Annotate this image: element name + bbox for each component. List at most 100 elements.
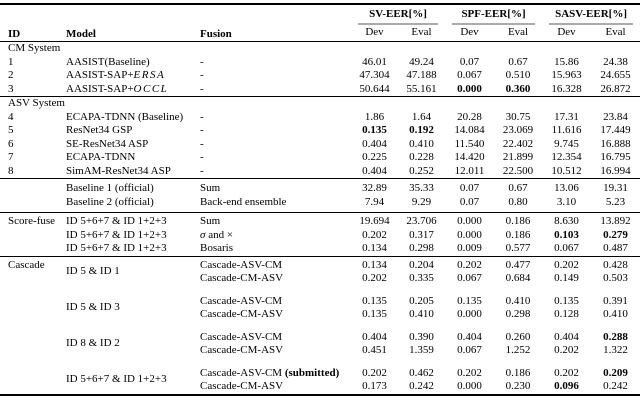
table-row: 6 SE-ResNet34 ASP - 0.404 0.410 11.540 2… <box>0 138 640 152</box>
spf-dev-cell: 0.000 <box>457 228 482 241</box>
table-row: Cascade-CM-ASV 0.173 0.242 0.000 0.230 0… <box>0 380 640 395</box>
section-score-fuse: Score-fuse ID 5+6+7 & ID 1+2+3 Sum 19.69… <box>0 212 640 257</box>
sv-eval-cell: 0.252 <box>409 164 434 177</box>
sv-eval-cell: 0.204 <box>409 258 434 271</box>
spf-dev-cell: 0.404 <box>457 330 482 343</box>
spf-dev-cell: 0.135 <box>457 294 482 307</box>
model-cell: Baseline 1 (official) <box>66 182 154 194</box>
section-asv-system: ASV System 4 ECAPA-TDNN (Baseline) - 1.8… <box>0 96 640 179</box>
table-row: 4 ECAPA-TDNN (Baseline) - 1.86 1.64 20.2… <box>0 111 640 125</box>
model-text: AASIST-SAP+ <box>66 82 134 95</box>
id-cell: 3 <box>8 82 14 95</box>
sasv-dev-cell: 0.128 <box>554 308 579 320</box>
col-subheader-sv-dev: Dev <box>365 26 384 39</box>
table-row: 2 AASIST-SAP+ERSA - 47.304 47.188 0.067 … <box>0 69 640 83</box>
col-header-model: Model <box>66 27 96 40</box>
sv-eval-cell: 1.359 <box>409 344 434 356</box>
row-spacer <box>0 286 640 295</box>
sasv-eval-cell: 0.503 <box>603 272 628 284</box>
sasv-eval-cell: 17.449 <box>600 124 631 136</box>
sv-eval-cell: 55.161 <box>406 82 437 95</box>
sv-dev-cell: 0.451 <box>362 344 387 356</box>
spf-eval-cell: 0.298 <box>505 308 531 320</box>
sv-dev-cell: 0.135 <box>362 294 387 307</box>
model-cell: ID 5+6+7 & ID 1+2+3 <box>66 228 167 241</box>
model-cell: AASIST(Baseline) <box>66 55 150 68</box>
fusion-cell: Cascade-CM-ASV <box>200 380 284 392</box>
sv-eval-cell: 49.24 <box>409 55 434 68</box>
sv-dev-cell: 0.202 <box>362 228 387 241</box>
id-cell <box>0 367 58 395</box>
table-row: ID 5+6+7 & ID 1+2+3 σ and × 0.202 0.317 … <box>0 229 640 243</box>
sasv-eval-cell: 0.391 <box>603 294 628 307</box>
section-baselines: Baseline 1 (official) Sum 32.89 35.33 0.… <box>0 178 640 213</box>
spf-dev-cell: 0.000 <box>457 215 482 227</box>
sasv-eval-cell: 13.892 <box>600 215 631 227</box>
spf-eval-cell: 0.186 <box>505 228 531 241</box>
sasv-dev-cell: 0.135 <box>554 294 579 307</box>
sasv-dev-cell: 15.963 <box>551 69 582 81</box>
spf-eval-cell: 0.410 <box>505 294 531 307</box>
sasv-dev-cell: 0.202 <box>554 344 579 356</box>
spf-eval-cell: 0.260 <box>505 330 531 343</box>
sv-eval-cell: 0.390 <box>409 330 434 343</box>
spf-eval-cell: 0.477 <box>505 258 531 271</box>
table-row: Cascade-CM-ASV 0.202 0.335 0.067 0.684 0… <box>0 272 640 286</box>
fusion-cell: - <box>200 110 204 123</box>
col-header-fusion: Fusion <box>200 27 232 40</box>
sv-eval-cell: 0.228 <box>409 151 434 163</box>
sv-dev-cell: 50.644 <box>359 82 390 95</box>
table-row: ID 5+6+7 & ID 1+2+3 Cascade-ASV-CM (subm… <box>0 366 640 386</box>
col-subheader-sasv-dev: Dev <box>557 26 576 39</box>
section-label-row: CM System <box>0 42 640 56</box>
sv-eval-cell: 0.298 <box>409 242 434 254</box>
sv-dev-cell: 7.94 <box>364 195 385 208</box>
fusion-cell: Cascade-CM-ASV <box>200 272 284 284</box>
sasv-eval-cell: 19.31 <box>603 182 628 194</box>
sasv-eval-cell: 0.209 <box>603 366 628 379</box>
spf-dev-cell: 0.07 <box>459 195 480 208</box>
fusion-cell: - <box>200 151 204 163</box>
sasv-dev-cell: 16.328 <box>551 82 582 95</box>
sv-eval-cell: 35.33 <box>409 182 434 194</box>
cascade-group-label: ID 5+6+7 & ID 1+2+3 <box>66 373 167 386</box>
sasv-dev-cell: 3.10 <box>556 195 577 208</box>
model-cell: AASIST-SAP+OCCL <box>58 83 196 97</box>
sasv-dev-cell: 12.354 <box>551 151 582 163</box>
fusion-cell: Sum <box>200 182 221 194</box>
id-cell <box>0 179 58 196</box>
cascade-group-label: ID 5 & ID 3 <box>66 301 120 314</box>
sv-dev-cell: 0.173 <box>362 380 387 392</box>
table-row: Cascade ID 5 & ID 1 Cascade-ASV-CM 0.134… <box>0 256 640 278</box>
spf-dev-cell: 0.000 <box>457 308 482 320</box>
table-row: 8 SimAM-ResNet34 ASP - 0.404 0.252 12.01… <box>0 165 640 179</box>
spf-eval-cell: 23.069 <box>502 124 534 136</box>
sv-dev-cell: 0.202 <box>362 272 387 284</box>
fusion-cell: - <box>200 164 204 177</box>
model-cell: ECAPA-TDNN (Baseline) <box>66 110 184 123</box>
col-subheader-sasv-eval: Eval <box>605 26 626 39</box>
sv-dev-cell: 1.86 <box>364 110 385 123</box>
row-spacer <box>0 322 640 331</box>
sv-eval-cell: 0.410 <box>409 308 434 320</box>
sasv-dev-cell: 17.31 <box>554 110 579 123</box>
fusion-cell: Cascade-CM-ASV <box>200 344 284 356</box>
sasv-eval-cell: 0.410 <box>603 308 628 320</box>
sasv-dev-cell: 9.745 <box>554 137 579 150</box>
sasv-eval-cell: 16.994 <box>600 164 631 177</box>
sv-eval-cell: 47.188 <box>406 69 437 81</box>
sv-dev-cell: 47.304 <box>359 69 390 81</box>
spf-dev-cell: 0.067 <box>457 69 482 81</box>
spf-dev-cell: 0.000 <box>457 82 482 95</box>
sasv-dev-cell: 0.067 <box>554 242 579 254</box>
sv-dev-cell: 0.135 <box>362 124 387 136</box>
spf-eval-cell: 0.230 <box>505 380 531 392</box>
math-var: OCCL <box>133 82 169 95</box>
spacer-cell <box>0 286 640 295</box>
submitted-flag: (submitted) <box>284 366 340 379</box>
fusion-text: Cascade-ASV-CM <box>200 366 285 379</box>
cascade-group-label: ID 8 & ID 2 <box>66 337 120 350</box>
id-cell: 8 <box>8 164 14 177</box>
sasv-dev-cell: 0.149 <box>554 272 579 284</box>
sv-dev-cell: 0.404 <box>362 137 387 150</box>
